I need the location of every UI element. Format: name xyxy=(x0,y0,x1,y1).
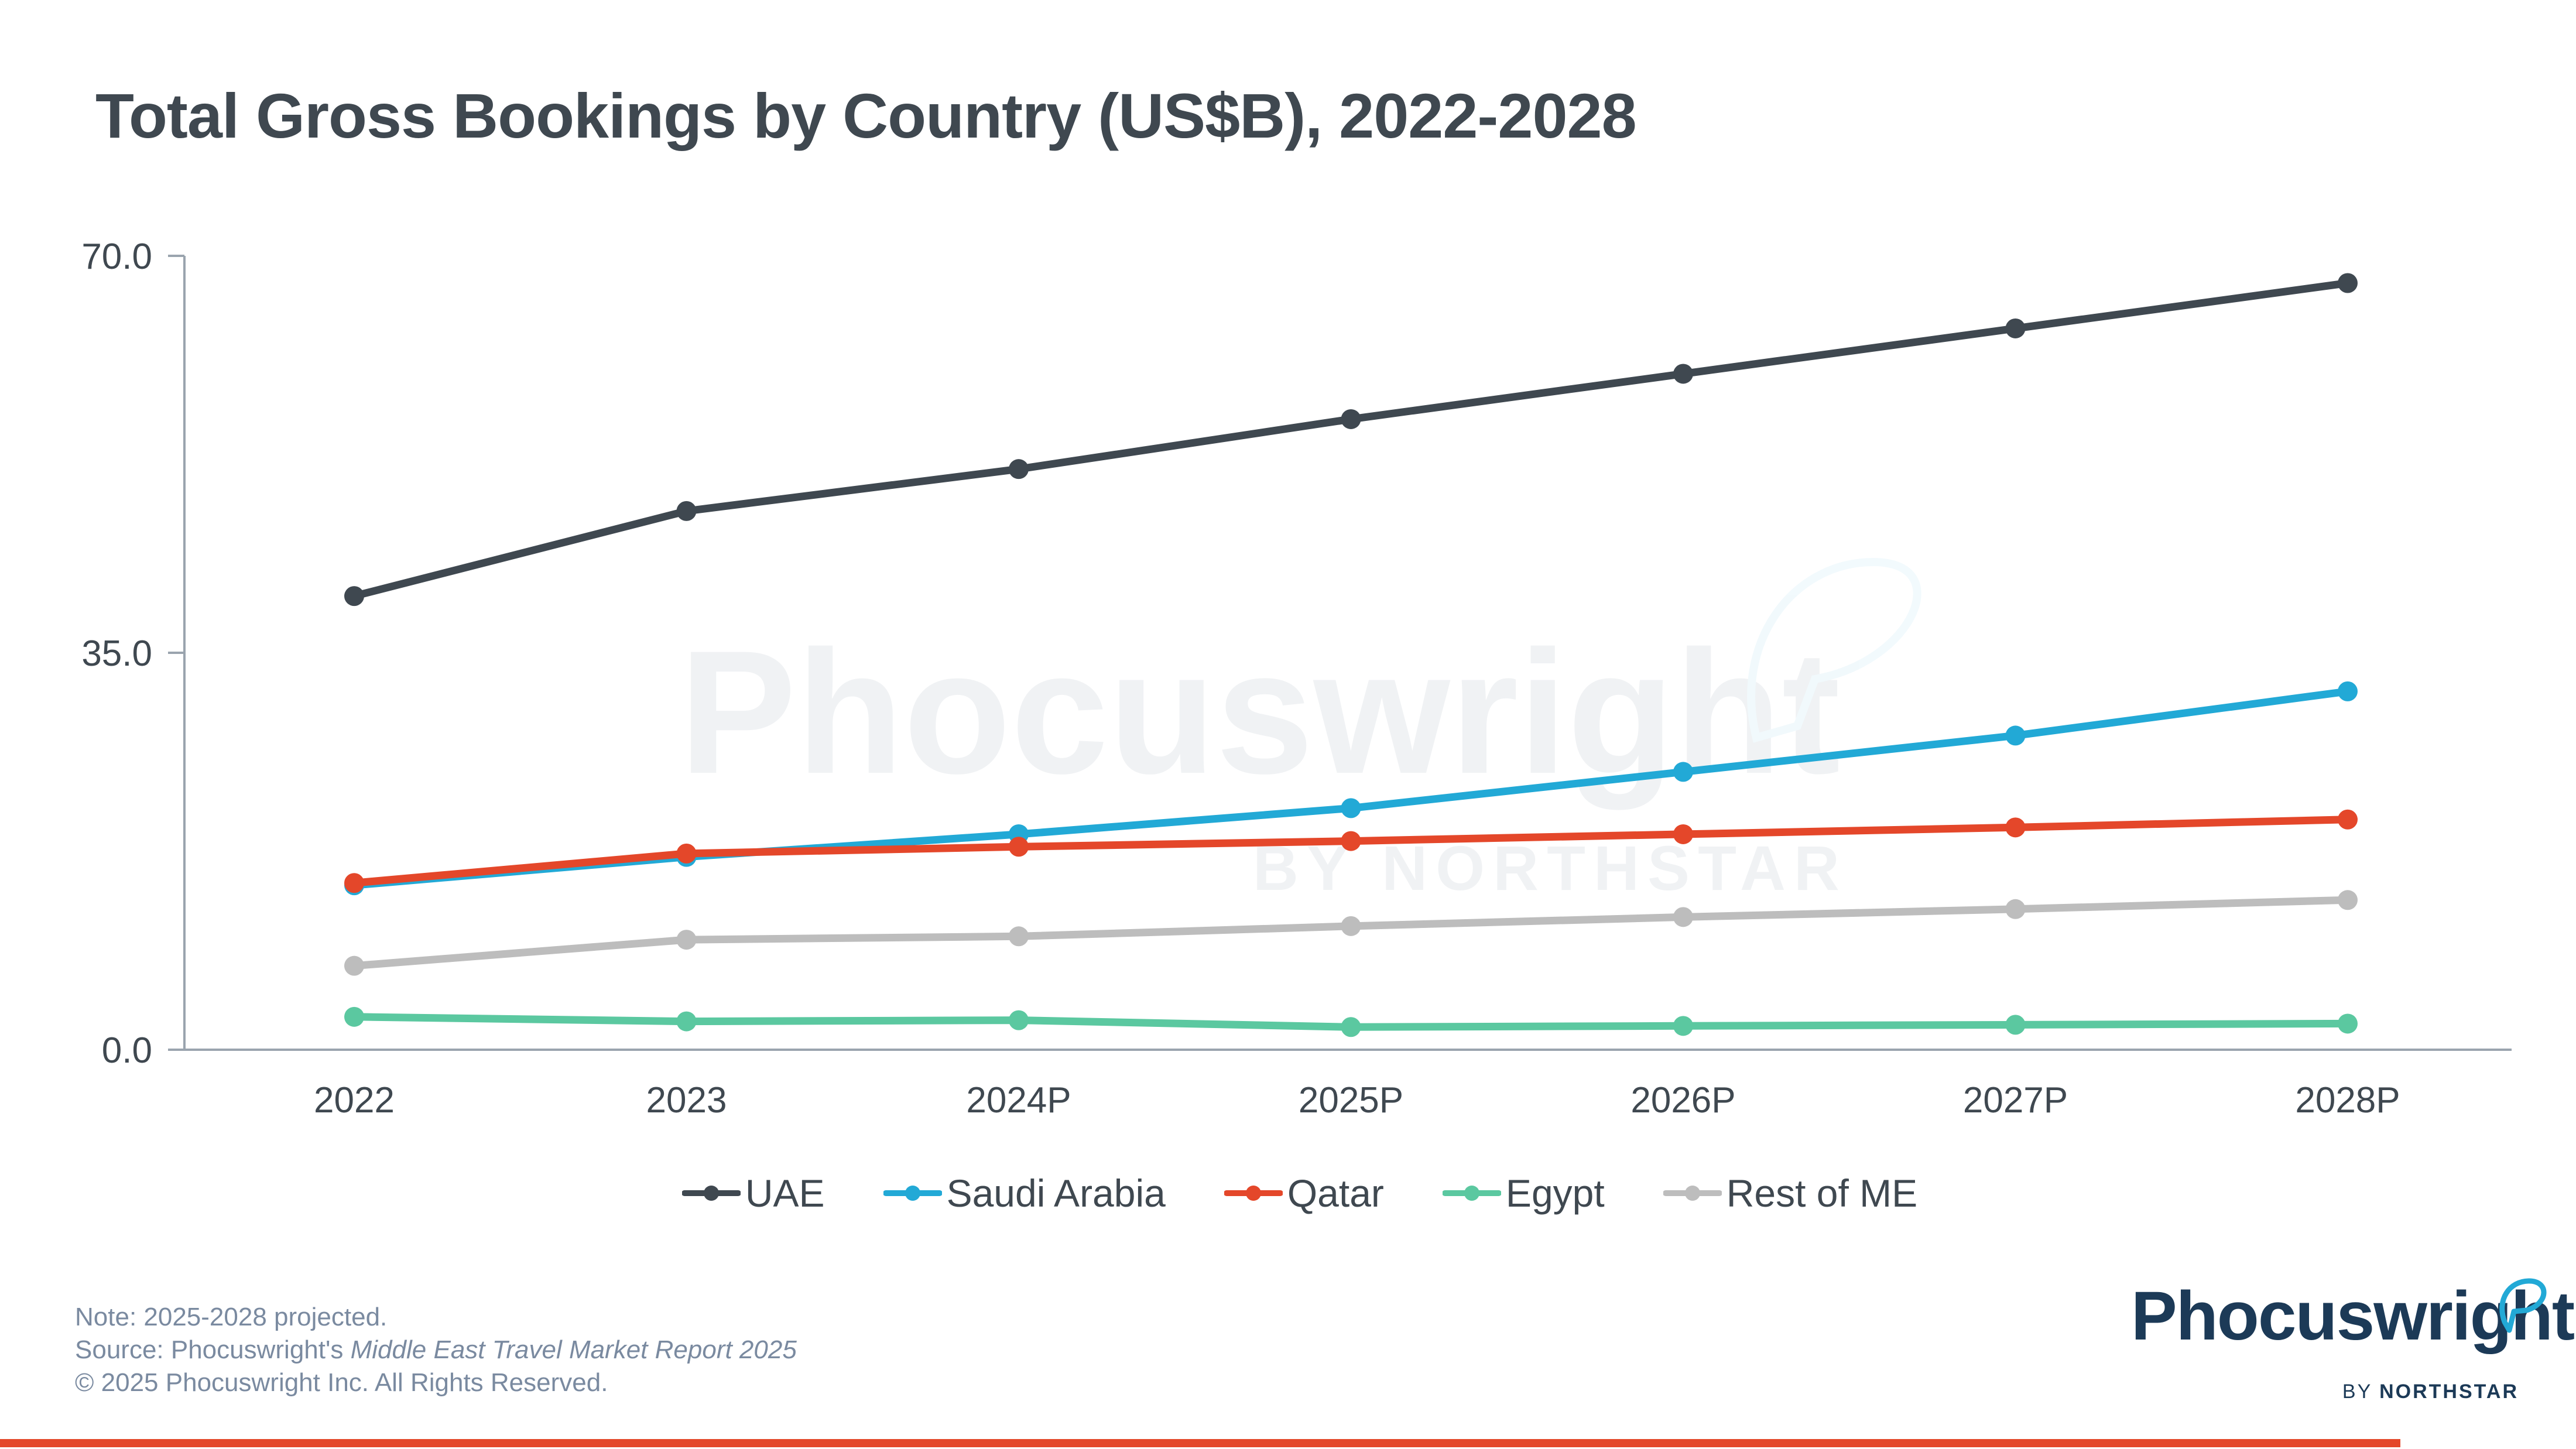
watermark-word: Phocuswright xyxy=(679,614,1840,811)
notes: Note: 2025-2028 projected. Source: Phocu… xyxy=(75,1301,797,1399)
series-qatar xyxy=(344,809,2358,893)
legend-label: Saudi Arabia xyxy=(946,1171,1166,1215)
series-line-uae xyxy=(350,279,2352,600)
legend-label: UAE xyxy=(745,1171,825,1215)
source-title: Middle East Travel Market Report 2025 xyxy=(350,1335,797,1364)
data-point-rest-of-me xyxy=(676,930,697,950)
legend-swatch-uae xyxy=(681,1186,741,1201)
legend-item-uae: UAE xyxy=(681,1171,825,1215)
data-point-rest-of-me xyxy=(344,955,364,976)
legend-item-rest-of-me: Rest of ME xyxy=(1663,1171,1917,1215)
source-prefix: Source: Phocuswright's xyxy=(75,1335,351,1364)
data-point-egypt xyxy=(2338,1013,2358,1034)
data-point-egypt xyxy=(2005,1015,2026,1035)
y-tick-label: 70.0 xyxy=(81,237,152,277)
legend: UAE Saudi Arabia Qatar Egypt Rest of ME xyxy=(0,1171,2576,1215)
data-point-egypt xyxy=(1673,1016,1693,1036)
x-tick-label: 2023 xyxy=(646,1080,727,1121)
source-text: Source: Phocuswright's Middle East Trave… xyxy=(75,1334,797,1366)
x-tick-label: 2024P xyxy=(966,1080,1071,1121)
series-layer xyxy=(344,273,2358,1037)
series-rest-of-me xyxy=(344,890,2358,976)
series-egypt xyxy=(344,1006,2358,1037)
note-text: Note: 2025-2028 projected. xyxy=(75,1303,388,1331)
logo-byline: BY NORTHSTAR xyxy=(2342,1381,2519,1403)
legend-item-egypt: Egypt xyxy=(1442,1171,1605,1215)
data-point-qatar xyxy=(344,873,364,893)
data-point-egypt xyxy=(1009,1010,1029,1030)
data-point-qatar xyxy=(2338,809,2358,830)
data-point-uae xyxy=(1673,364,1693,384)
data-point-qatar xyxy=(1341,831,1361,851)
x-tick-label: 2025P xyxy=(1299,1080,1403,1121)
data-point-rest-of-me xyxy=(1341,916,1361,936)
legend-label: Rest of ME xyxy=(1726,1171,1918,1215)
legend-swatch-egypt xyxy=(1442,1186,1501,1201)
data-point-uae xyxy=(2338,273,2358,293)
legend-item-qatar: Qatar xyxy=(1224,1171,1384,1215)
data-point-uae xyxy=(2005,318,2026,338)
watermark-bubble-icon xyxy=(1747,557,1921,743)
data-point-qatar xyxy=(676,843,697,864)
logo-org: NORTHSTAR xyxy=(2379,1381,2519,1403)
x-tick-label: 2022 xyxy=(314,1080,395,1121)
accent-bar xyxy=(0,1439,2400,1447)
data-point-egypt xyxy=(344,1006,364,1027)
data-point-uae xyxy=(676,501,697,521)
logo-by: BY xyxy=(2342,1381,2372,1403)
data-point-uae xyxy=(344,586,364,607)
legend-item-saudi-arabia: Saudi Arabia xyxy=(883,1171,1166,1215)
data-point-saudi-arabia xyxy=(1341,798,1361,818)
legend-label: Egypt xyxy=(1505,1171,1605,1215)
data-point-egypt xyxy=(1341,1017,1361,1037)
data-point-rest-of-me xyxy=(1009,926,1029,947)
legend-swatch-qatar xyxy=(1224,1186,1283,1201)
data-point-saudi-arabia xyxy=(2005,725,2026,746)
phocuswright-logo: Phocuswright BY NORTHSTAR xyxy=(2131,1276,2575,1411)
data-point-saudi-arabia xyxy=(1673,762,1693,782)
axes: 0.0 35.0 70.0 2022 2023 2024P 2025P 2026P 2027P 2… xyxy=(81,237,2512,1121)
series-uae xyxy=(344,273,2358,607)
data-point-qatar xyxy=(1009,837,1029,857)
data-point-rest-of-me xyxy=(1673,907,1693,927)
chart-title: Total Gross Bookings by Country (US$B), … xyxy=(95,80,1637,151)
legend-label: Qatar xyxy=(1287,1171,1384,1215)
data-point-uae xyxy=(1341,409,1361,429)
data-point-rest-of-me xyxy=(2338,890,2358,910)
data-point-qatar xyxy=(2005,817,2026,838)
legend-swatch-rest-of-me xyxy=(1663,1186,1722,1201)
x-tick-label: 2028P xyxy=(2295,1080,2400,1121)
speech-bubble-icon xyxy=(2499,1278,2547,1333)
legend-swatch-saudi-arabia xyxy=(883,1186,942,1201)
data-point-egypt xyxy=(676,1011,697,1032)
copyright-text: © 2025 Phocuswright Inc. All Rights Rese… xyxy=(75,1368,608,1397)
y-tick-label: 35.0 xyxy=(81,633,152,674)
x-tick-label: 2027P xyxy=(1963,1080,2068,1121)
data-point-uae xyxy=(1009,459,1029,479)
data-point-saudi-arabia xyxy=(2338,681,2358,701)
data-point-qatar xyxy=(1673,824,1693,844)
data-point-rest-of-me xyxy=(2005,899,2026,919)
x-tick-label: 2026P xyxy=(1630,1080,1735,1121)
y-tick-label: 0.0 xyxy=(102,1030,152,1071)
